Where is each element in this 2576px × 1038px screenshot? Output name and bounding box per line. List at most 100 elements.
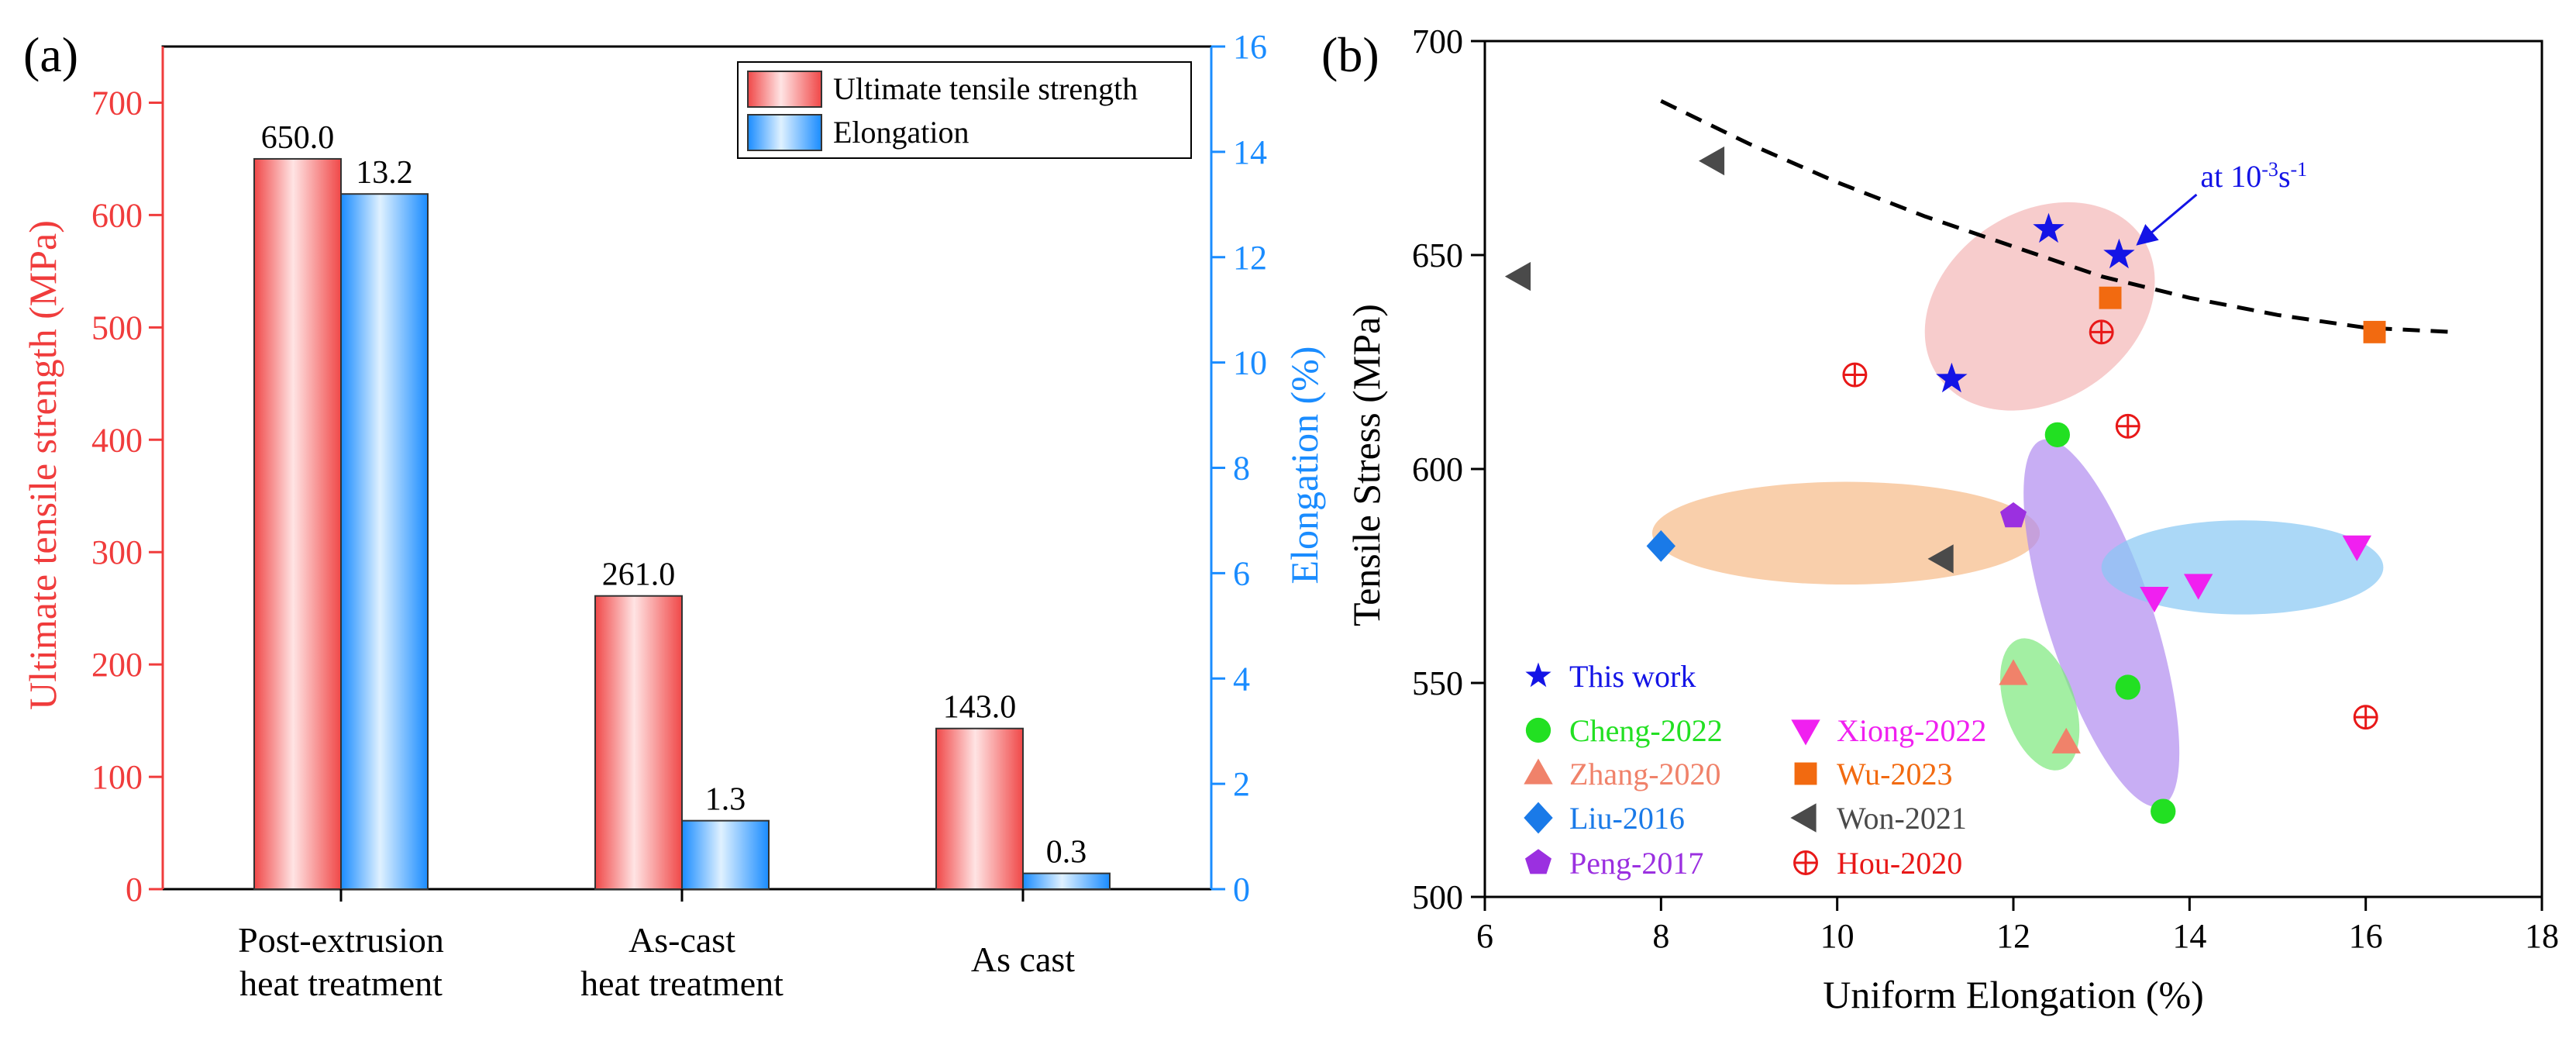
legend-marker-peng-2017-shape	[1525, 849, 1551, 874]
right-tick-label: 16	[1233, 28, 1267, 66]
bar-ultimate-tensile-strength	[594, 595, 683, 890]
legend-marker-cheng-2022	[1525, 717, 1551, 743]
bar-value-label: 1.3	[705, 782, 746, 818]
point-cheng-2022-shape	[2115, 674, 2140, 700]
legend-marker-this-work	[1525, 662, 1551, 688]
point-zhang-2020-shape	[2051, 727, 2081, 753]
point-liu-2016	[1646, 530, 1675, 562]
point-won-2021	[1504, 261, 1531, 291]
point-won-2021-shape	[1699, 146, 1725, 176]
point-zhang-2020	[1999, 659, 2028, 685]
legend-label-zhang-2020: Zhang-2020	[1569, 757, 1721, 791]
y-tick-label: 600	[1412, 450, 1463, 488]
x-tick-label: 10	[1820, 917, 1855, 955]
bar-value-label: 650.0	[261, 120, 335, 156]
legend-b: This work Cheng-2022 Xiong-2022 Zhang-2020 W…	[1524, 659, 1986, 881]
legend-marker-peng-2017	[1525, 849, 1551, 874]
x-tick-label: 18	[2525, 917, 2559, 955]
left-tick-label: 500	[91, 309, 143, 347]
x-tick-label: 8	[1652, 917, 1669, 955]
legend-marker-hou-2020	[1793, 850, 1818, 875]
point-cheng-2022	[2151, 798, 2176, 824]
legend-marker-wu-2023-shape	[1794, 762, 1817, 785]
highlight-ellipse-1	[1924, 202, 2155, 411]
point-cheng-2022	[2044, 422, 2070, 447]
annotation-arrow	[2136, 193, 2198, 246]
point-cheng-2022	[2115, 674, 2140, 700]
legend-label-hou-2020: Hou-2020	[1837, 846, 1962, 881]
highlight-ellipse-3	[2023, 439, 2180, 807]
legend-label-elongation: Elongation	[833, 115, 969, 150]
annotation-text: at 10-3s-1	[2200, 158, 2307, 195]
legend-marker-cheng-2022-shape	[1525, 717, 1551, 743]
point-wu-2023	[2099, 286, 2122, 309]
panel-a: (a) 650.0 261.0 143.0 13.2 1.3 0.3 0 100 200 300…	[21, 27, 1326, 1003]
bar-value-label: 143.0	[943, 690, 1017, 726]
point-zhang-2020	[2051, 727, 2081, 753]
legend-swatch-elongation	[747, 114, 822, 151]
bar-value-label: 0.3	[1046, 835, 1087, 871]
legend-swatch-uts	[747, 71, 822, 108]
point-hou-2020	[2353, 705, 2378, 730]
x-tick-label: 12	[1996, 917, 2030, 955]
legend-marker-wu-2023	[1794, 762, 1817, 785]
point-xiong-2022-shape	[2184, 574, 2213, 600]
point-this-work	[2103, 238, 2135, 269]
y-tick-label: 500	[1412, 878, 1463, 916]
point-xiong-2022	[2184, 574, 2213, 600]
right-tick-label: 8	[1233, 450, 1250, 488]
highlight-ellipse-4	[2101, 520, 2384, 615]
y-axis-label-b: Tensile Stress (MPa)	[1345, 304, 1388, 626]
point-won-2021-shape	[1927, 544, 1954, 574]
y-tick-label: 650	[1412, 236, 1463, 274]
point-won-2021-shape	[1504, 261, 1531, 291]
point-zhang-2020-shape	[1999, 659, 2028, 685]
point-this-work	[2033, 212, 2065, 243]
legend-label-uts: Ultimate tensile strength	[833, 71, 1138, 106]
left-tick-label: 200	[91, 646, 143, 684]
bar-value-label: 261.0	[602, 557, 676, 593]
bar-elongation	[681, 819, 770, 891]
panel-b: (b) 6 8 10 12 14 16 18 500 550 600 650 700 at 10-3s…	[1321, 22, 2559, 1016]
legend-marker-won-2021-shape	[1790, 803, 1817, 833]
point-this-work-shape	[2103, 238, 2135, 269]
left-tick-label: 300	[91, 533, 143, 571]
bar-elongation	[340, 193, 429, 891]
dashed-trend-line	[1660, 99, 2454, 334]
point-cheng-2022-shape	[2044, 422, 2070, 447]
legend-label-wu-2023: Wu-2023	[1837, 757, 1952, 791]
highlight-ellipse-2	[1651, 481, 2040, 585]
x-tick-label: 14	[2172, 917, 2206, 955]
left-tick-label: 700	[91, 84, 143, 122]
point-this-work-shape	[2033, 212, 2065, 243]
point-cheng-2022-shape	[2151, 798, 2176, 824]
point-wu-2023-shape	[2099, 286, 2122, 309]
bar-value-label: 13.2	[356, 155, 413, 191]
point-hou-2020	[1842, 362, 1868, 388]
point-hou-2020	[2115, 413, 2140, 439]
x-axis-label-b: Uniform Elongation (%)	[1823, 973, 2204, 1016]
y-axis-label-right: Elongation (%)	[1283, 347, 1326, 585]
point-this-work-shape	[1936, 362, 1968, 393]
point-this-work	[1936, 362, 1968, 393]
right-tick-label: 12	[1233, 239, 1267, 277]
legend-marker-liu-2016-shape	[1524, 802, 1553, 834]
right-tick-label: 4	[1233, 660, 1250, 698]
legend-marker-won-2021	[1790, 803, 1817, 833]
panel-label-a: (a)	[23, 27, 78, 82]
legend-marker-zhang-2020-shape	[1524, 758, 1553, 785]
point-xiong-2022	[2342, 535, 2371, 561]
point-won-2021	[1699, 146, 1725, 176]
x-category-label: Post-extrusion	[238, 920, 444, 960]
left-tick-label: 400	[91, 421, 143, 459]
legend-label-peng-2017: Peng-2017	[1569, 846, 1703, 881]
bar-ultimate-tensile-strength	[253, 157, 342, 890]
left-tick-label: 0	[126, 871, 143, 909]
point-wu-2023	[2363, 320, 2386, 343]
left-tick-label: 100	[91, 758, 143, 796]
x-tick-label: 16	[2349, 917, 2383, 955]
strain-rate-annotation: at 10-3s-1	[2136, 158, 2307, 246]
legend-marker-zhang-2020	[1524, 758, 1553, 785]
legend-label-liu-2016: Liu-2016	[1569, 801, 1685, 836]
